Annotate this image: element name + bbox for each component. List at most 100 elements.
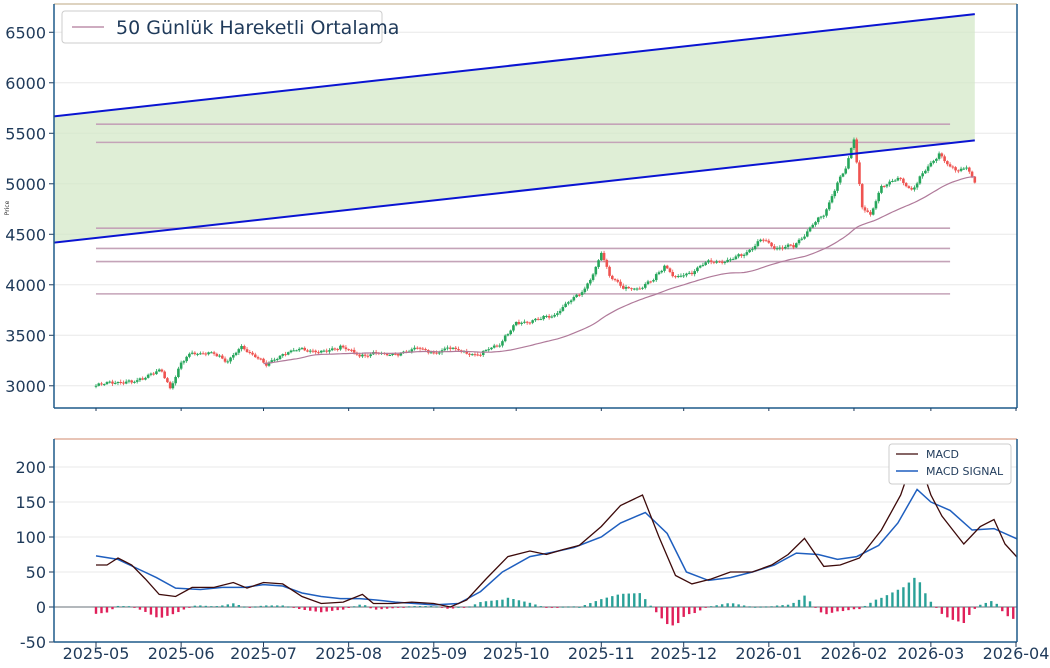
- macd-histogram-bar: [501, 599, 504, 607]
- macd-histogram-bar: [990, 601, 993, 607]
- candle-body: [501, 341, 504, 346]
- candle-body: [663, 265, 666, 271]
- candle-body: [556, 313, 559, 315]
- candle-body: [185, 356, 188, 362]
- x-tick-label: 2025-10: [483, 644, 550, 663]
- candle-body: [822, 215, 826, 217]
- candle-body: [314, 350, 318, 353]
- macd-histogram-bar: [764, 606, 768, 608]
- candle-body: [308, 350, 312, 352]
- candle-body: [531, 320, 534, 323]
- candle-body: [468, 353, 471, 355]
- macd-histogram-bar: [248, 607, 251, 608]
- candle-body: [948, 164, 952, 167]
- candle-body: [388, 354, 392, 356]
- candle-body: [751, 249, 754, 251]
- candle-body: [270, 360, 274, 363]
- candle-body: [127, 380, 131, 382]
- x-tick-label: 2026-02: [821, 644, 888, 663]
- candle-body: [943, 156, 946, 162]
- macd-histogram-bar: [116, 605, 120, 607]
- candle-body: [690, 272, 694, 275]
- macd-histogram-bar: [534, 604, 537, 607]
- macd-histogram-bar: [929, 601, 933, 607]
- x-tick-label: 2026-03: [897, 644, 964, 663]
- candle-body: [292, 350, 296, 352]
- macd-histogram-bar: [1023, 607, 1025, 622]
- price-ytick-label: 6500: [5, 23, 46, 42]
- macd-histogram-bar: [281, 605, 284, 607]
- macd-histogram-bar: [528, 602, 532, 607]
- candle-body: [844, 168, 848, 174]
- macd-histogram-bar: [913, 577, 916, 607]
- macd-histogram-bar: [435, 606, 438, 608]
- macd-histogram-bar: [127, 606, 131, 608]
- macd-histogram-bar: [666, 607, 669, 625]
- candle-body: [149, 373, 153, 375]
- price-ylabel: Price: [4, 200, 11, 215]
- candle-body: [539, 319, 543, 321]
- candle-body: [429, 352, 433, 354]
- candle-body: [339, 345, 342, 350]
- candle-body: [904, 182, 908, 187]
- candle-body: [899, 177, 902, 179]
- candle-body: [767, 240, 771, 243]
- candle-body: [240, 346, 243, 350]
- macd-histogram-bar: [803, 595, 806, 607]
- macd-histogram-bar: [144, 607, 147, 612]
- candle-body: [701, 264, 705, 266]
- macd-histogram-bar: [644, 599, 647, 607]
- macd-histogram-bar: [561, 606, 565, 608]
- candle-body: [281, 354, 285, 356]
- candle-body: [113, 382, 117, 384]
- macd-histogram-bar: [847, 607, 850, 611]
- price-ytick-label: 4000: [5, 276, 46, 295]
- candle-body: [174, 376, 177, 384]
- candle-body: [594, 266, 598, 275]
- candle-body: [773, 246, 776, 249]
- candle-body: [885, 184, 889, 187]
- candle-body: [962, 168, 966, 170]
- macd-histogram-bar: [819, 607, 823, 613]
- macd-histogram-bar: [182, 607, 186, 610]
- candle-body: [794, 243, 798, 248]
- channel-upper-line: [54, 13, 975, 118]
- macd-histogram-bar: [874, 599, 878, 607]
- x-tick-label: 2025-07: [230, 644, 297, 663]
- candle-body: [567, 302, 570, 304]
- macd-histogram-bar: [380, 607, 383, 610]
- candle-body: [204, 353, 208, 355]
- macd-histogram-bar: [396, 607, 400, 608]
- candle-body: [602, 252, 606, 260]
- candle-body: [459, 350, 463, 352]
- candle-body: [410, 349, 414, 352]
- candle-body: [965, 167, 968, 169]
- macd-histogram-bar: [160, 607, 164, 618]
- x-tick-label: 2026-01: [735, 644, 802, 663]
- candle-body: [827, 202, 831, 210]
- candle-body: [924, 170, 927, 174]
- candle-body: [108, 381, 112, 383]
- macd-histogram-bar: [572, 606, 576, 608]
- macd-histogram-bar: [210, 606, 213, 608]
- candle-body: [135, 380, 139, 382]
- price-legend-label: 50 Günlük Hareketli Ortalama: [116, 17, 399, 39]
- candle-body: [177, 368, 180, 377]
- moving-average-line: [263, 176, 975, 365]
- candle-body: [682, 275, 686, 277]
- macd-histogram-bar: [254, 606, 257, 608]
- candle-body: [918, 176, 922, 184]
- x-tick-label: 2025-11: [568, 644, 635, 663]
- candle-body: [880, 185, 883, 193]
- candle-body: [141, 378, 144, 380]
- macd-histogram-bar: [995, 603, 998, 607]
- candle-body: [660, 270, 664, 273]
- candle-body: [248, 351, 252, 353]
- candle-body: [970, 171, 974, 177]
- candle-body: [786, 244, 790, 247]
- candle-body: [803, 236, 806, 239]
- candle-body: [643, 284, 647, 288]
- macd-histogram-bar: [693, 607, 696, 614]
- macd-histogram-bar: [341, 607, 345, 610]
